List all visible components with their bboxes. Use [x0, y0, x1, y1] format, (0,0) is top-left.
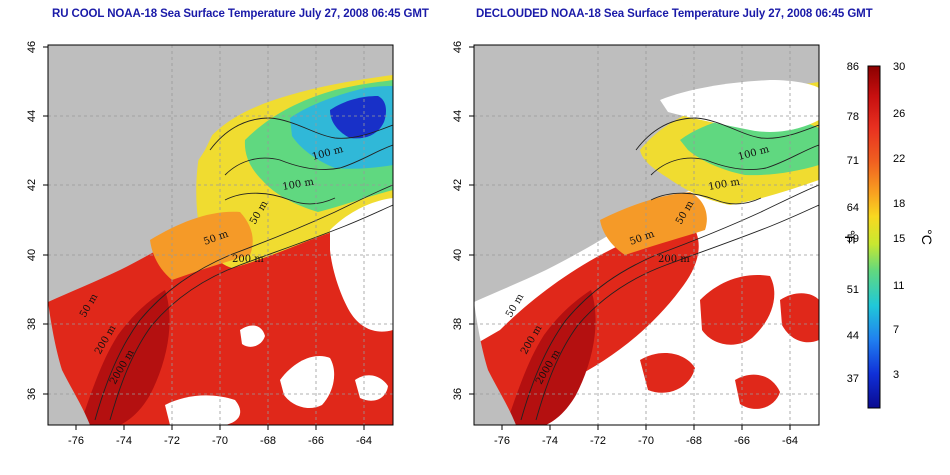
coldest-water-region: [330, 96, 386, 139]
celsius-tick: 18: [893, 198, 905, 210]
fahrenheit-tick: 71: [847, 155, 859, 167]
x-axis-labels: -76 -74 -72 -70 -68 -66 -64: [494, 435, 798, 447]
hot-core-region: [80, 290, 170, 425]
isobath-contour: [650, 192, 762, 205]
isobath-contour: [224, 192, 336, 205]
fahrenheit-tick: 44: [847, 330, 859, 342]
celsius-scale: 30 26 22 18 15 11 7 3: [893, 61, 905, 381]
x-tick-label: -76: [494, 435, 510, 447]
x-axis-labels: -76 -74 -72 -70 -68 -66 -64: [68, 435, 372, 447]
y-tick-label: 46: [26, 41, 38, 53]
x-tick-label: -68: [260, 435, 276, 447]
fahrenheit-tick: 78: [847, 111, 859, 123]
y-axis-labels: 46 44 42 40 38 36: [452, 41, 464, 400]
warm-water-region: [700, 275, 775, 345]
celsius-unit: °C: [919, 229, 935, 245]
axis-ticks: [469, 46, 791, 430]
isobath-contour: [224, 144, 393, 176]
x-tick-label: -68: [686, 435, 702, 447]
celsius-tick: 3: [893, 369, 899, 381]
cloud-area: [660, 80, 819, 132]
mid-water-region: [600, 192, 707, 255]
celsius-tick: 30: [893, 61, 905, 73]
fahrenheit-tick: 64: [847, 202, 859, 214]
axis-ticks: [43, 46, 365, 430]
y-axis-labels: 46 44 42 40 38 36: [26, 41, 38, 400]
x-tick-label: -70: [212, 435, 228, 447]
fahrenheit-tick: 86: [847, 61, 859, 73]
x-tick-label: -74: [542, 435, 558, 447]
fahrenheit-tick: 37: [847, 373, 859, 385]
y-tick-label: 42: [26, 179, 38, 191]
x-tick-label: -76: [68, 435, 84, 447]
x-tick-label: -64: [782, 435, 798, 447]
isobath-contour: [650, 144, 819, 176]
x-tick-label: -66: [308, 435, 324, 447]
x-tick-label: -64: [356, 435, 372, 447]
celsius-tick: 26: [893, 108, 905, 120]
x-tick-label: -66: [734, 435, 750, 447]
isobath-contour: [635, 117, 819, 151]
isobath-label: 200 m: [658, 254, 690, 265]
y-tick-label: 46: [452, 41, 464, 53]
x-tick-label: -72: [164, 435, 180, 447]
temperature-colorbar: 86 78 71 64 59 51 44 37 30 26 22 18 15 1…: [842, 61, 935, 409]
y-tick-label: 42: [452, 179, 464, 191]
isobath-contour: [109, 204, 393, 421]
coastal-land: [474, 302, 516, 425]
y-tick-label: 38: [452, 318, 464, 330]
fahrenheit-tick: 59: [847, 233, 859, 245]
right-map-panel: 100 m 100 m 50 m 200 m 50 m 200 m 50 m 2…: [452, 41, 820, 447]
mid-water-region: [150, 211, 253, 280]
hot-core-region: [506, 290, 596, 425]
y-tick-label: 44: [26, 110, 38, 122]
cloud-patch: [330, 198, 393, 332]
celsius-tick: 22: [893, 153, 905, 165]
isobath-contour: [535, 204, 819, 421]
y-tick-label: 40: [452, 249, 464, 261]
northern-land: [474, 45, 819, 260]
x-tick-label: -70: [638, 435, 654, 447]
warm-water-region: [640, 353, 695, 393]
y-tick-label: 40: [26, 249, 38, 261]
y-tick-label: 44: [452, 110, 464, 122]
coastal-land: [48, 302, 90, 425]
warm-water-region: [735, 374, 780, 409]
isobath-contour: [209, 117, 393, 151]
x-tick-label: -74: [116, 435, 132, 447]
celsius-tick: 15: [893, 233, 905, 245]
left-map-panel: 100 m 100 m 50 m 200 m 50 m 200 m 50 m 2…: [26, 41, 394, 447]
right-map-title: DECLOUDED NOAA-18 Sea Surface Temperatur…: [476, 8, 873, 20]
y-tick-label: 36: [26, 388, 38, 400]
colorbar-gradient: [867, 65, 881, 409]
isobath-label: 200 m: [232, 254, 264, 265]
y-tick-label: 36: [452, 388, 464, 400]
x-tick-label: -72: [590, 435, 606, 447]
cloud-patch: [240, 325, 265, 347]
fahrenheit-scale: 86 78 71 64 59 51 44 37: [847, 61, 859, 385]
celsius-tick: 11: [893, 280, 904, 292]
northern-land: [48, 45, 393, 260]
celsius-tick: 7: [893, 324, 899, 336]
cloud-patch: [280, 356, 335, 409]
cloud-patch: [165, 395, 241, 425]
fahrenheit-unit: °F: [842, 230, 858, 244]
fahrenheit-tick: 51: [847, 284, 859, 296]
y-tick-label: 38: [26, 318, 38, 330]
left-map-title: RU COOL NOAA-18 Sea Surface Temperature …: [52, 8, 429, 20]
